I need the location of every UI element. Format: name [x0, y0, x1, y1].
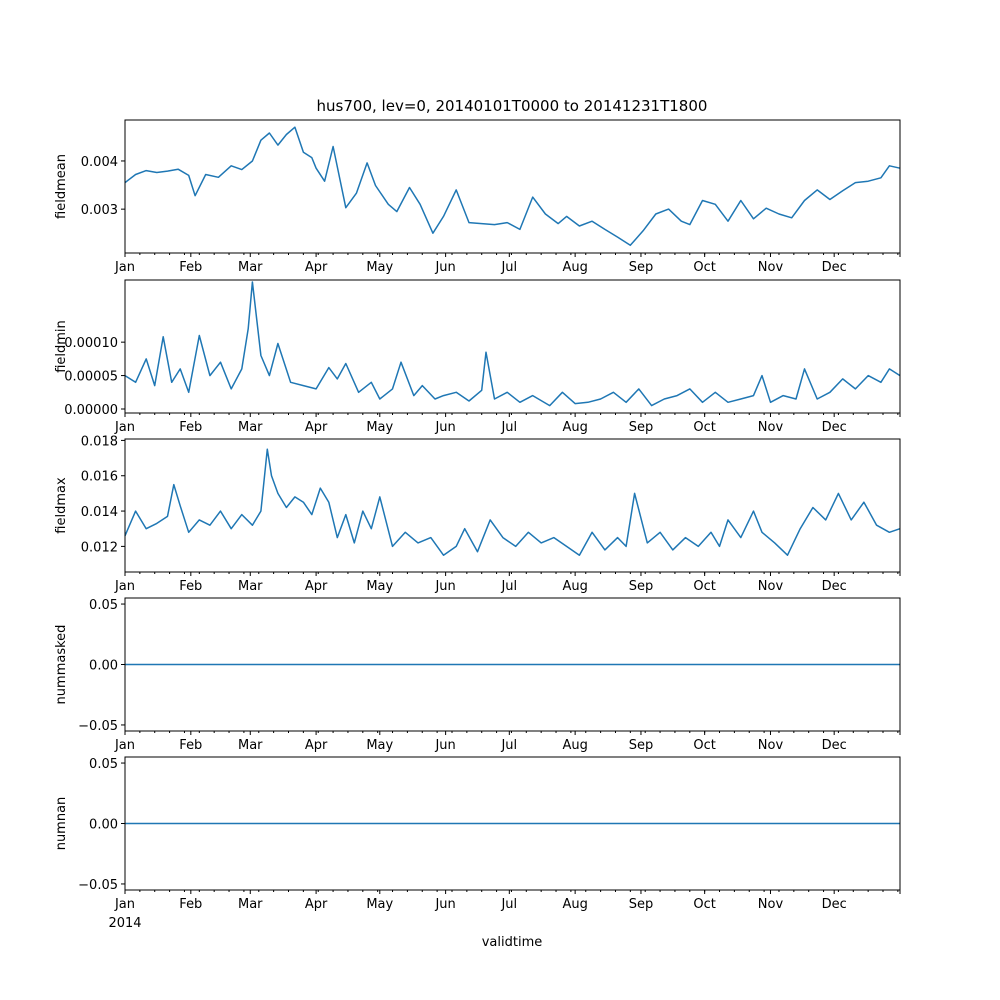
x-tick-label: Jun — [434, 579, 455, 594]
x-tick-label: Nov — [758, 260, 784, 275]
x-tick-label: Oct — [693, 260, 715, 275]
x-tick-label: Sep — [629, 420, 654, 435]
axes-frame — [124, 438, 901, 573]
x-tick-label: Jul — [500, 420, 517, 435]
x-tick-label: May — [366, 420, 393, 435]
x-tick-label: Aug — [562, 260, 587, 275]
y-tick-label: −0.05 — [78, 878, 118, 893]
series-line-fieldmean — [124, 126, 901, 247]
panels: 0.003 0.004 fieldmean Jan Feb Mar Apr May Jun Jul… — [54, 119, 901, 912]
year-label: 2014 — [108, 916, 141, 931]
x-tick-label: Nov — [758, 897, 784, 912]
series-line-fieldmax — [124, 448, 901, 556]
x-tick-label: Oct — [693, 420, 715, 435]
x-tick-label: Sep — [629, 260, 654, 275]
y-tick-label: 0.05 — [89, 598, 118, 613]
y-tick-label: 0.012 — [81, 540, 118, 555]
x-tick-label: Oct — [693, 579, 715, 594]
x-tick-label: Jun — [434, 738, 455, 753]
axes-frame — [124, 119, 901, 254]
x-tick-label: Nov — [758, 420, 784, 435]
x-tick-label: Dec — [822, 579, 847, 594]
x-tick-label: Dec — [822, 420, 847, 435]
x-tick-label: Sep — [629, 579, 654, 594]
x-tick-label: Jan — [114, 897, 135, 912]
panel-fieldmean: 0.003 0.004 fieldmean Jan Feb Mar Apr May Jun Jul… — [54, 119, 901, 275]
x-tick-label: Feb — [179, 579, 202, 594]
y-tick-label: 0.016 — [81, 470, 118, 485]
x-tick-label: Mar — [238, 738, 263, 753]
y-axis-label: numnan — [54, 797, 69, 851]
y-axis-label: fieldmin — [54, 320, 69, 373]
x-tick-label: Jan — [114, 420, 135, 435]
x-tick-label: Apr — [305, 420, 328, 435]
x-tick-label: Feb — [179, 897, 202, 912]
y-tick-label: 0.004 — [81, 155, 118, 170]
x-tick-label: Apr — [305, 579, 328, 594]
y-tick-label: 0.014 — [81, 505, 118, 520]
x-tick-label: Feb — [179, 738, 202, 753]
x-tick-label: Feb — [179, 420, 202, 435]
x-tick-label: May — [366, 897, 393, 912]
x-tick-label: Sep — [629, 897, 654, 912]
x-tick-label: Nov — [758, 579, 784, 594]
x-axis-label: validtime — [482, 935, 543, 950]
x-tick-label: Dec — [822, 897, 847, 912]
y-tick-label: 0.00000 — [64, 403, 118, 418]
series-line-fieldmin — [124, 281, 901, 407]
x-tick-label: Aug — [562, 420, 587, 435]
x-tick-label: Jul — [500, 897, 517, 912]
x-tick-label: Mar — [238, 579, 263, 594]
panel-fieldmax: 0.012 0.014 0.016 0.018 fieldmax Jan Feb Mar Apr… — [54, 434, 901, 594]
x-tick-label: Dec — [822, 260, 847, 275]
x-tick-label: Jan — [114, 579, 135, 594]
x-tick-label: May — [366, 738, 393, 753]
x-tick-label: Feb — [179, 260, 202, 275]
x-tick-label: Jan — [114, 738, 135, 753]
x-tick-label: Jul — [500, 579, 517, 594]
x-tick-label: Jan — [114, 260, 135, 275]
y-tick-label: −0.05 — [78, 719, 118, 734]
x-tick-label: Jun — [434, 420, 455, 435]
x-tick-label: Jun — [434, 897, 455, 912]
figure-title: hus700, lev=0, 20140101T0000 to 20141231… — [317, 97, 708, 115]
x-tick-label: Nov — [758, 738, 784, 753]
x-tick-label: Apr — [305, 897, 328, 912]
y-axis-label: nummasked — [54, 625, 69, 705]
panel-nummasked: −0.05 0.00 0.05 nummasked Jan Feb Mar Apr May Jun… — [54, 597, 901, 753]
x-tick-label: Aug — [562, 738, 587, 753]
x-tick-label: Apr — [305, 738, 328, 753]
y-tick-label: 0.018 — [81, 434, 118, 449]
y-axis-label: fieldmean — [54, 154, 69, 219]
x-tick-label: Mar — [238, 420, 263, 435]
y-tick-label: 0.003 — [81, 203, 118, 218]
x-tick-label: Jul — [500, 738, 517, 753]
y-tick-label: 0.05 — [89, 757, 118, 772]
x-tick-label: Sep — [629, 738, 654, 753]
y-tick-label: 0.00005 — [64, 370, 118, 385]
y-axis-label: fieldmax — [54, 477, 69, 534]
x-tick-label: May — [366, 579, 393, 594]
x-tick-label: Dec — [822, 738, 847, 753]
x-tick-label: Aug — [562, 579, 587, 594]
y-tick-label: 0.00 — [89, 659, 118, 674]
x-tick-label: Oct — [693, 738, 715, 753]
x-tick-label: Mar — [238, 260, 263, 275]
x-tick-label: Oct — [693, 897, 715, 912]
x-tick-label: Aug — [562, 897, 587, 912]
x-tick-label: Jul — [500, 260, 517, 275]
panel-numnan: −0.05 0.00 0.05 numnan Jan Feb Mar Apr May Jun Jul… — [54, 756, 901, 912]
y-tick-label: 0.00010 — [64, 336, 118, 351]
x-tick-label: Apr — [305, 260, 328, 275]
axes-frame — [124, 279, 901, 414]
x-tick-label: May — [366, 260, 393, 275]
x-tick-label: Jun — [434, 260, 455, 275]
x-tick-label: Mar — [238, 897, 263, 912]
y-tick-label: 0.00 — [89, 818, 118, 833]
